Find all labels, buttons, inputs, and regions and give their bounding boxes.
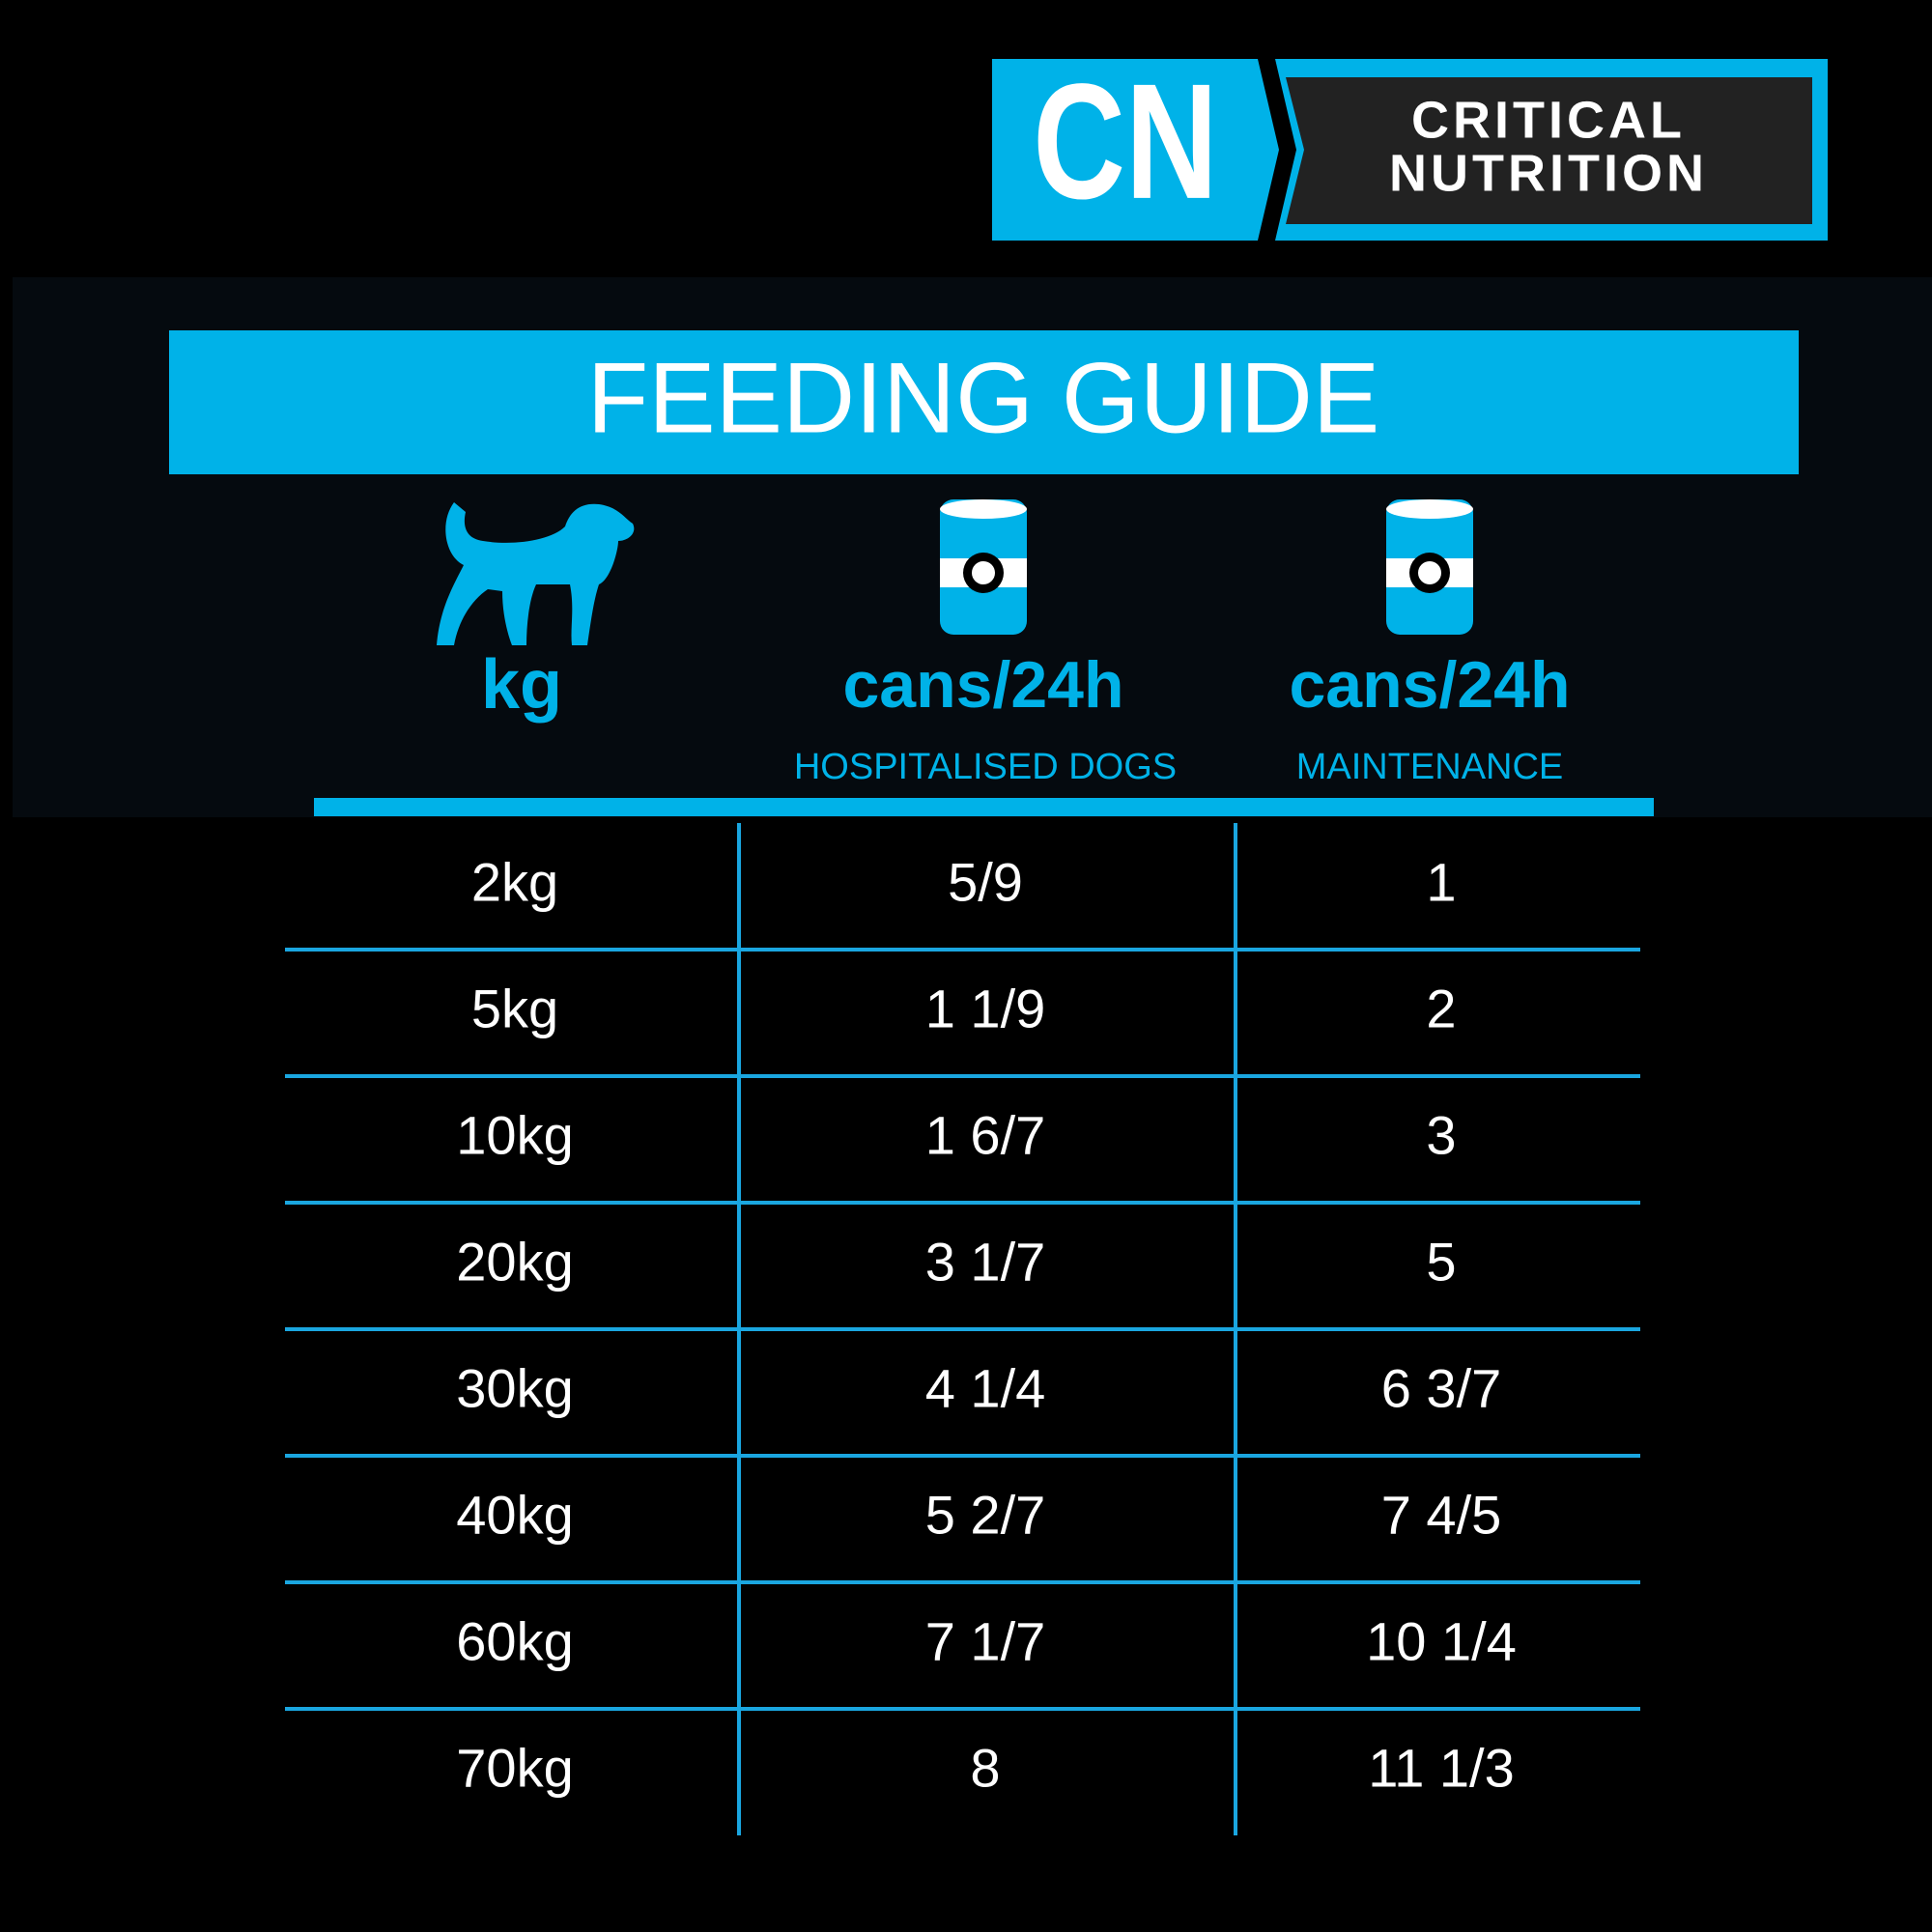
table-cell: 11 1/3 xyxy=(1368,1737,1515,1798)
column-unit: cans/24h xyxy=(842,648,1123,722)
table-cell: 8 xyxy=(970,1737,1000,1798)
logo-line: CRITICAL xyxy=(1411,91,1686,149)
logo-text-box xyxy=(1286,77,1812,224)
table-cell: 10 1/4 xyxy=(1366,1610,1517,1671)
table-cell: 3 1/7 xyxy=(925,1231,1046,1292)
table-cell: 7 1/7 xyxy=(925,1610,1046,1671)
table-body: 2kg 5/9 1 5kg 1 1/9 2 10kg 1 6/7 3 20kg 3 1/7 5 30kg… xyxy=(285,851,1640,1798)
column-label: HOSPITALISED DOGS xyxy=(794,747,1177,787)
table-cell: 70kg xyxy=(456,1737,573,1798)
can-icon xyxy=(1386,499,1473,635)
logo-mark-box xyxy=(992,59,1279,241)
can-icon xyxy=(940,499,1027,635)
table-cell: 2 xyxy=(1426,978,1456,1038)
table-cell: 1 6/7 xyxy=(925,1104,1046,1165)
table-cell: 40kg xyxy=(456,1484,573,1545)
title: FEEDING GUIDE xyxy=(587,342,1380,454)
column-label: MAINTENANCE xyxy=(1296,747,1564,787)
table-cell: 7 4/5 xyxy=(1381,1484,1502,1545)
table-cell: 20kg xyxy=(456,1231,573,1292)
table-cell: 4 1/4 xyxy=(925,1357,1046,1418)
table-cell: 3 xyxy=(1426,1104,1456,1165)
dog-icon xyxy=(437,502,635,645)
table-cell: 2kg xyxy=(471,851,558,912)
header-rule xyxy=(314,798,1654,816)
table-cell: 1 xyxy=(1426,851,1456,912)
logo-mark: CN xyxy=(1033,50,1218,234)
table-cell: 30kg xyxy=(456,1357,573,1418)
table-cell: 5/9 xyxy=(948,851,1023,912)
table-cell: 1 1/9 xyxy=(925,978,1046,1038)
logo: CN CRITICAL NUTRITION xyxy=(992,50,1828,241)
table-cell: 60kg xyxy=(456,1610,573,1671)
column-unit: kg xyxy=(481,646,562,724)
column-unit: cans/24h xyxy=(1289,648,1570,722)
table-cell: 5kg xyxy=(471,978,558,1038)
table-cell: 6 3/7 xyxy=(1381,1357,1502,1418)
title-bar xyxy=(169,330,1799,474)
table-cell: 10kg xyxy=(456,1104,573,1165)
table-cell: 5 2/7 xyxy=(925,1484,1046,1545)
logo-line: NUTRITION xyxy=(1389,144,1708,202)
table-cell: 5 xyxy=(1426,1231,1456,1292)
